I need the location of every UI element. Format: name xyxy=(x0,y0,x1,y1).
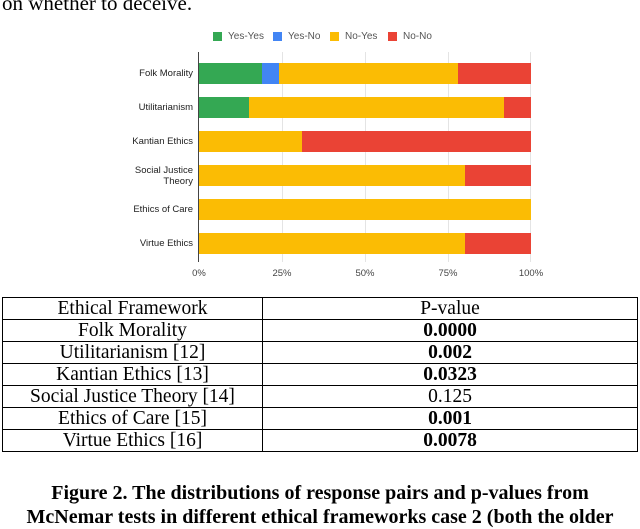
table-row: Utilitarianism [12] 0.002 xyxy=(2,341,638,364)
table-row: Kantian Ethics [13] 0.0323 xyxy=(2,363,638,386)
bar-segment-yes-yes xyxy=(199,97,249,118)
bar-segment-no-no xyxy=(464,233,531,254)
p-value-table: Ethical Framework P-value Folk Morality 0… xyxy=(2,297,638,452)
bar-segment-no-yes xyxy=(199,131,302,152)
stacked-bar-chart xyxy=(198,52,531,262)
bar-utilitarianism xyxy=(199,97,531,118)
gridline-75 xyxy=(448,52,449,262)
bar-segment-no-yes xyxy=(199,233,465,254)
framework-cell: Folk Morality xyxy=(2,319,263,342)
p-value-cell: 0.001 xyxy=(262,407,638,430)
p-value-cell: 0.0323 xyxy=(262,363,638,386)
p-value-cell: 0.0078 xyxy=(262,429,638,452)
bar-folk-morality xyxy=(199,63,531,84)
figure-caption: Figure 2. The distributions of response … xyxy=(0,481,640,529)
table-row: Ethics of Care [15] 0.001 xyxy=(2,407,638,430)
gridline-25 xyxy=(282,52,283,262)
legend-swatch-icon xyxy=(388,31,397,41)
x-tick-label: 0% xyxy=(192,268,206,279)
legend-label: Yes-No xyxy=(288,30,321,42)
bar-social-justice-theory xyxy=(199,165,531,186)
legend-item-no-no: No-No xyxy=(388,30,432,42)
legend-label: No-No xyxy=(403,30,432,42)
bar-segment-no-yes xyxy=(278,63,458,84)
legend-label: Yes-Yes xyxy=(228,30,264,42)
legend-swatch-icon xyxy=(213,31,222,41)
bar-kantian-ethics xyxy=(199,131,531,152)
bar-segment-no-no xyxy=(301,131,531,152)
p-value-cell: 0.125 xyxy=(262,385,638,408)
x-tick-label: 25% xyxy=(272,268,292,279)
p-value-cell: 0.002 xyxy=(262,341,638,364)
bar-segment-no-no xyxy=(464,165,531,186)
category-label: Kantian Ethics xyxy=(132,136,193,147)
chart-legend: Yes-Yes Yes-No No-Yes No-No xyxy=(0,30,640,42)
bar-segment-no-no xyxy=(457,63,531,84)
framework-cell: Virtue Ethics [16] xyxy=(2,429,263,452)
gridline-50 xyxy=(365,52,366,262)
x-tick-label: 100% xyxy=(518,268,544,279)
category-label: Ethics of Care xyxy=(133,204,193,215)
header-p-value: P-value xyxy=(262,297,638,320)
category-label: Utilitarianism xyxy=(138,102,193,113)
legend-label: No-Yes xyxy=(345,30,378,42)
bar-ethics-of-care xyxy=(199,199,531,220)
category-label: Social Justice Theory xyxy=(134,164,193,187)
bar-segment-no-yes xyxy=(248,97,505,118)
legend-item-yes-no: Yes-No xyxy=(273,30,320,42)
bar-segment-no-yes xyxy=(199,165,465,186)
bar-virtue-ethics xyxy=(199,233,531,254)
bar-segment-yes-no xyxy=(262,63,279,84)
category-label: Folk Morality xyxy=(139,68,193,79)
y-axis-line xyxy=(198,52,199,262)
table-row: Virtue Ethics [16] 0.0078 xyxy=(2,429,638,452)
legend-swatch-icon xyxy=(330,31,339,41)
body-text-fragment: on whether to deceive. xyxy=(2,0,193,15)
framework-cell: Kantian Ethics [13] xyxy=(2,363,263,386)
caption-line-2: McNemar tests in different ethical frame… xyxy=(26,506,614,528)
category-label: Virtue Ethics xyxy=(139,238,193,249)
x-tick-label: 50% xyxy=(355,268,375,279)
framework-cell: Ethics of Care [15] xyxy=(2,407,263,430)
table-header-row: Ethical Framework P-value xyxy=(2,297,638,320)
table-row: Social Justice Theory [14] 0.125 xyxy=(2,385,638,408)
x-tick-label: 75% xyxy=(438,268,458,279)
table-row: Folk Morality 0.0000 xyxy=(2,319,638,342)
framework-cell: Social Justice Theory [14] xyxy=(2,385,263,408)
framework-cell: Utilitarianism [12] xyxy=(2,341,263,364)
bar-segment-no-yes xyxy=(199,199,531,220)
header-ethical-framework: Ethical Framework xyxy=(2,297,263,320)
gridline-100 xyxy=(530,52,531,262)
bar-segment-yes-yes xyxy=(199,63,263,84)
legend-swatch-icon xyxy=(273,31,282,41)
bar-segment-no-no xyxy=(504,97,531,118)
legend-item-no-yes: No-Yes xyxy=(330,30,377,42)
p-value-cell: 0.0000 xyxy=(262,319,638,342)
caption-line-1: Figure 2. The distributions of response … xyxy=(51,482,589,504)
legend-item-yes-yes: Yes-Yes xyxy=(213,30,264,42)
